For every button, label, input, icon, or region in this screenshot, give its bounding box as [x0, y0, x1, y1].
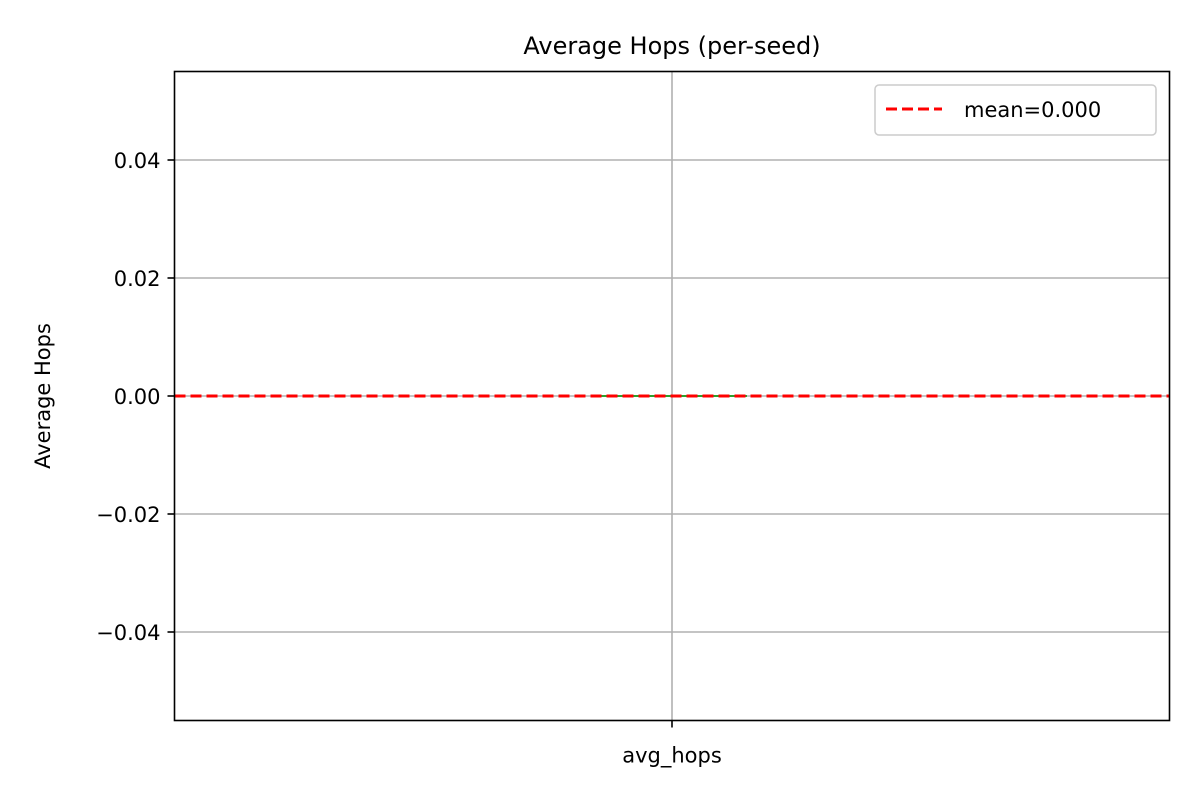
y-tick-label: 0.00: [114, 385, 161, 409]
legend-mean-label: mean=0.000: [964, 98, 1101, 122]
chart-title: Average Hops (per-seed): [523, 32, 820, 60]
y-tick-label: 0.02: [114, 267, 161, 291]
y-axis-label: Average Hops: [31, 323, 55, 469]
y-tick-label: −0.04: [96, 621, 160, 645]
x-tick-label: avg_hops: [622, 744, 722, 769]
y-tick-label: −0.02: [96, 503, 160, 527]
y-tick-label: 0.04: [114, 149, 161, 173]
legend: mean=0.000: [874, 84, 1157, 136]
legend-box: [874, 84, 1157, 136]
axis-ticks: 0.04 0.02 0.00 −0.02 −0.04 avg_hops: [96, 149, 722, 769]
